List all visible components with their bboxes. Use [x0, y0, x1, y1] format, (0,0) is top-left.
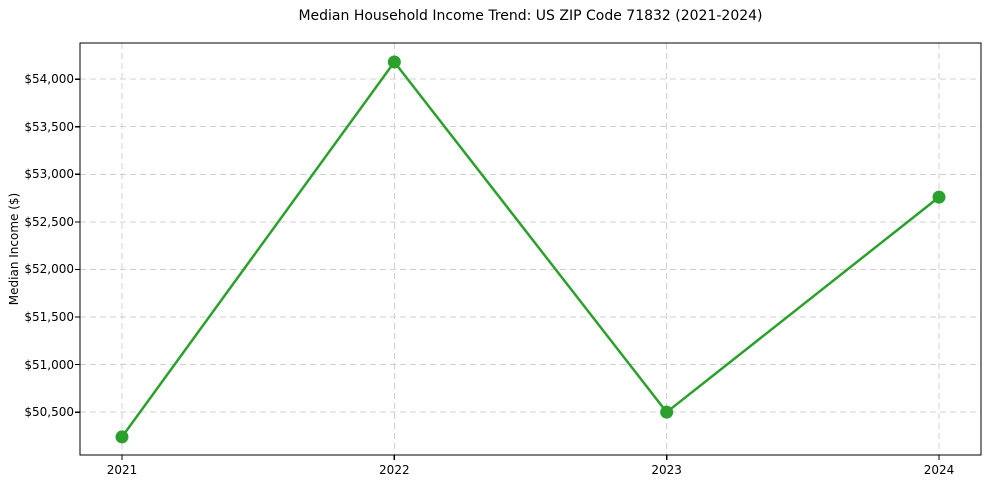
data-point-marker — [932, 190, 946, 204]
x-tick-label: 2022 — [379, 463, 410, 477]
x-tick-label: 2023 — [651, 463, 682, 477]
data-point-marker — [660, 405, 674, 419]
y-tick-label: $54,000 — [24, 72, 74, 87]
x-tick-label: 2021 — [106, 463, 138, 477]
data-point-marker — [387, 55, 401, 69]
chart-title: Median Household Income Trend: US ZIP Co… — [298, 8, 763, 24]
y-tick-label: $53,000 — [24, 167, 74, 182]
x-tick-label: 2024 — [923, 463, 955, 477]
y-tick-label: $51,500 — [24, 310, 74, 325]
data-point-marker — [115, 430, 129, 444]
trend-line — [120, 60, 941, 439]
y-tick-label: $51,000 — [24, 357, 74, 372]
plot-border — [79, 42, 982, 456]
y-tick-label: $53,500 — [24, 119, 74, 134]
y-tick-label: $52,500 — [24, 214, 74, 229]
y-axis-label: Median Income ($) — [7, 192, 21, 306]
y-tick-label: $50,500 — [24, 405, 74, 420]
y-tick-label: $52,000 — [24, 262, 74, 277]
